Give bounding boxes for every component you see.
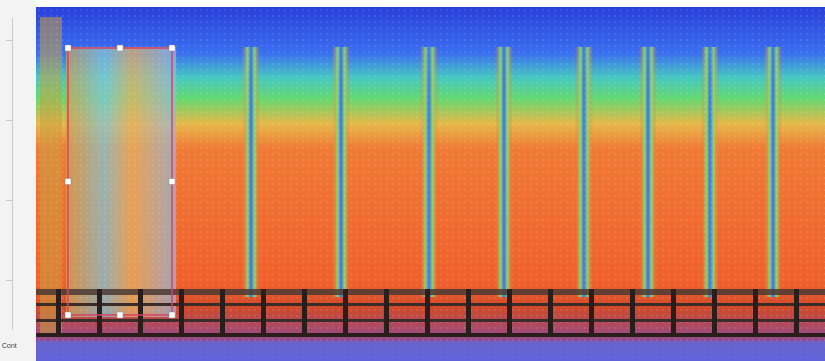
gutter-rule [12, 18, 13, 330]
heatmap-canvas[interactable] [36, 7, 825, 361]
frame-post [343, 289, 348, 337]
gutter-tick [6, 280, 12, 281]
frame-post [384, 289, 389, 337]
selection-handle[interactable] [116, 44, 124, 52]
gutter-tick [6, 40, 12, 41]
gutter-tick [6, 200, 12, 201]
frame-post [179, 289, 184, 337]
frame-post [548, 289, 553, 337]
selection-handle[interactable] [64, 311, 72, 319]
selection-handle[interactable] [64, 44, 72, 52]
status-label: Cont [2, 343, 17, 350]
selection-handle[interactable] [168, 44, 176, 52]
frame-post [56, 289, 61, 337]
left-gutter: Cont [0, 0, 36, 361]
frame-post [138, 289, 143, 337]
gutter-tick [6, 120, 12, 121]
selection-handle[interactable] [168, 311, 176, 319]
frame-post [507, 289, 512, 337]
frame-post [425, 289, 430, 337]
frame-post [261, 289, 266, 337]
frame-post [466, 289, 471, 337]
frame-post [712, 289, 717, 337]
frame-post [589, 289, 594, 337]
frame-post [97, 289, 102, 337]
selection-handle[interactable] [168, 178, 176, 185]
frame-post [753, 289, 758, 337]
heatmap-viewport[interactable] [36, 7, 825, 361]
frame-post [302, 289, 307, 337]
frame-post [671, 289, 676, 337]
selection-box[interactable] [64, 44, 176, 319]
selection-handle[interactable] [116, 311, 124, 319]
frame-post [630, 289, 635, 337]
bottom-structure [36, 289, 825, 361]
selection-handle[interactable] [64, 178, 72, 185]
dot-overlay [36, 7, 825, 361]
frame-post [220, 289, 225, 337]
frame-post [794, 289, 799, 337]
